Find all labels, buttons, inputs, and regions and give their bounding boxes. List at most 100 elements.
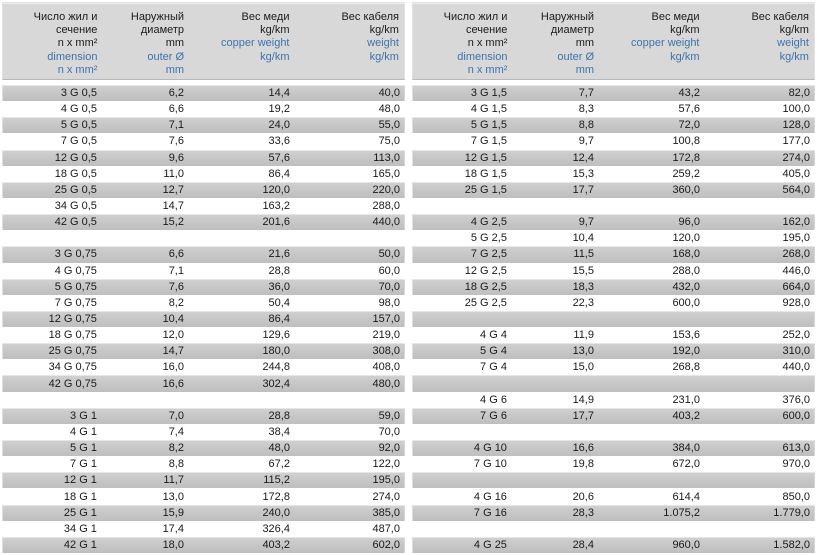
table-row: 34 G 0,5 14,7 163,2 288,0	[2, 197, 405, 215]
table-cell: 405,0	[782, 167, 810, 180]
table-row: 42 G 0,5 15,2 201,6 440,0	[2, 214, 405, 231]
spacer-row	[412, 520, 815, 537]
table-cell: 5 G 1	[70, 442, 97, 455]
table-cell: 172,8	[262, 490, 290, 503]
table-cell: 15,9	[162, 506, 184, 519]
header-line-ru: kg/km	[260, 24, 290, 37]
table-row: 5 G 0,5 7,1 24,0 55,0	[2, 117, 405, 134]
table-cell: 664,0	[782, 280, 810, 293]
table-cell: 240,0	[262, 506, 290, 519]
table-cell: 10,4	[572, 232, 594, 245]
table-cell: 3 G 0,5	[60, 87, 97, 100]
table-cell: 480,0	[372, 377, 400, 390]
table-cell: 122,0	[372, 458, 400, 471]
table-cell: 403,2	[672, 409, 700, 422]
table-body: 3 G 1,5 7,7 43,2 82,0 4 G 1,5 8,3 57,6 100,0 5 G…	[412, 85, 815, 553]
table-cell: 5 G 0,75	[54, 280, 97, 293]
table-cell: 7,6	[168, 280, 184, 293]
table-cell: 440,0	[372, 216, 400, 229]
table-cell: 18,3	[572, 280, 594, 293]
header-line-en: kg/km	[260, 50, 290, 63]
table-row: 7 G 1,5 9,7 100,8 177,0	[412, 133, 815, 150]
header-column-3: Вес меди kg/km copper weight kg/km	[599, 11, 704, 79]
table-cell: 9,7	[578, 216, 594, 229]
table-cell: 168,0	[672, 248, 700, 261]
table-row: 5 G 1,5 8,8 72,0 128,0	[412, 117, 815, 134]
header-line-ru: n x mm²	[467, 37, 508, 50]
table-cell: 11,7	[163, 474, 184, 487]
table-row: 3 G 0,75 6,6 21,6 50,0	[2, 246, 405, 263]
table-row: 4 G 1,5 8,3 57,6 100,0	[412, 101, 815, 118]
table-cell: 15,0	[572, 361, 594, 374]
table-cell: 48,0	[268, 442, 290, 455]
table-cell: 4 G 10	[473, 442, 507, 455]
table-cell: 220,0	[372, 183, 400, 196]
table-cell: 326,4	[262, 522, 290, 535]
table-cell: 128,0	[782, 119, 810, 132]
cable-table-left: Число жил и сечение n x mm² dimension n x mm…	[2, 2, 405, 553]
table-cell: 15,5	[572, 264, 594, 277]
table-cell: 7 G 2,5	[470, 248, 507, 261]
table-cell: 42 G 1	[63, 538, 97, 551]
table-cell: 24,0	[268, 119, 290, 132]
table-cell: 10,4	[162, 312, 184, 325]
table-cell: 42 G 0,5	[54, 216, 97, 229]
header-column-4: Вес кабеля kg/km weight kg/km	[705, 11, 814, 79]
header-line-en: mm	[575, 63, 595, 76]
table-cell: 5 G 0,5	[60, 119, 97, 132]
table-cell: 14,7	[162, 345, 184, 358]
table-cell: 7,1	[168, 119, 184, 132]
table-row: 5 G 2,5 10,4 120,0 195,0	[412, 230, 815, 247]
table-cell: 57,6	[268, 151, 290, 164]
table-cell: 13,0	[572, 345, 594, 358]
table-cell: 18 G 0,75	[48, 329, 97, 342]
table-cell: 172,8	[672, 151, 700, 164]
table-cell: 14,9	[572, 393, 594, 406]
table-cell: 960,0	[672, 538, 700, 551]
table-cell: 928,0	[782, 296, 810, 309]
header-line-ru: mm	[165, 37, 185, 50]
table-cell: 22,3	[572, 296, 594, 309]
table-row: 7 G 1 8,8 67,2 122,0	[2, 456, 405, 473]
table-cell: 614,4	[672, 490, 700, 503]
table-row: 18 G 0,75 12,0 129,6 219,0	[2, 327, 405, 344]
table-cell: 14,7	[162, 200, 184, 213]
table-cell: 165,0	[372, 167, 400, 180]
table-cell: 4 G 2,5	[470, 216, 507, 229]
table-cell: 19,2	[268, 103, 290, 116]
table-row: 3 G 1,5 7,7 43,2 82,0	[412, 85, 815, 102]
table-cell: 12 G 0,5	[54, 151, 97, 164]
header-line-ru: mm	[575, 37, 595, 50]
table-cell: 70,0	[378, 425, 400, 438]
table-cell: 21,6	[268, 248, 290, 261]
table-cell: 9,7	[578, 135, 594, 148]
table-cell: 7 G 6	[480, 409, 507, 422]
table-cell: 18,0	[162, 538, 184, 551]
table-row: 5 G 4 13,0 192,0 310,0	[412, 343, 815, 360]
table-cell: 6,6	[168, 248, 184, 261]
table-cell: 7,4	[168, 425, 184, 438]
table-cell: 3 G 1	[70, 409, 97, 422]
table-row: 7 G 0,75 8,2 50,4 98,0	[2, 294, 405, 311]
table-cell: 12,4	[572, 151, 594, 164]
table-row: 4 G 4 11,9 153,6 252,0	[412, 327, 815, 344]
header-line-ru: kg/km	[369, 24, 399, 37]
table-cell: 75,0	[378, 135, 400, 148]
table-row: 42 G 0,75 16,6 302,4 480,0	[2, 375, 405, 392]
header-line-en: mm	[165, 63, 185, 76]
table-cell: 17,7	[572, 409, 594, 422]
table-cell: 70,0	[378, 280, 400, 293]
table-cell: 252,0	[782, 329, 810, 342]
table-cell: 9,6	[168, 151, 184, 164]
table-cell: 28,8	[268, 264, 290, 277]
table-cell: 564,0	[782, 183, 810, 196]
header-line-ru: Наружный	[540, 11, 595, 23]
table-cell: 157,0	[372, 312, 400, 325]
table-cell: 16,6	[572, 442, 594, 455]
table-cell: 850,0	[782, 490, 810, 503]
table-cell: 92,0	[378, 442, 400, 455]
table-row: 7 G 16 28,3 1.075,2 1.779,0	[412, 504, 815, 521]
table-cell: 42 G 0,75	[48, 377, 97, 390]
table-cell: 308,0	[372, 345, 400, 358]
table-cell: 120,0	[672, 232, 700, 245]
